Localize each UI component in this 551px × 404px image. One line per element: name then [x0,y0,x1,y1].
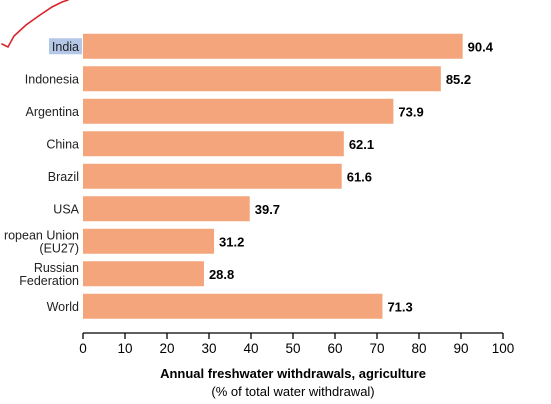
red-annotation-mark [1,0,69,49]
bar [83,163,342,189]
bar [83,33,463,59]
x-tick-label: 90 [453,341,468,356]
category-label: China [46,137,79,151]
data-label: 31.2 [219,234,244,249]
x-axis-subtitle: (% of total water withdrawal) [211,384,375,399]
data-label: 62.1 [349,137,374,152]
category-label: ropean Union [4,228,79,242]
category-label: Russian [34,261,79,275]
x-tick-label: 50 [285,341,300,356]
category-label: India [52,40,79,54]
category-label: Indonesia [25,72,79,86]
data-label: 61.6 [347,169,372,184]
x-tick-label: 80 [411,341,426,356]
bar [83,261,204,287]
data-label: 28.8 [209,267,234,282]
category-label: Federation [19,274,79,288]
bar [83,228,215,254]
category-label: USA [53,202,79,216]
x-tick-label: 0 [79,341,87,356]
category-label: Brazil [48,170,79,184]
bars-layer: India 90.4 Indonesia 85.2 Argentina 73.9 China… [4,33,494,319]
category-highlight [49,38,82,55]
bar [83,196,250,222]
x-tick-label: 20 [159,341,174,356]
data-label: 90.4 [468,39,494,54]
data-label: 85.2 [446,72,471,87]
category-label: (EU27) [39,241,79,255]
x-tick-label: 70 [369,341,384,356]
x-tick-label: 40 [243,341,258,356]
bar [83,131,344,157]
x-tick-label: 10 [117,341,132,356]
x-axis-title: Annual freshwater withdrawals, agricultu… [160,366,426,381]
x-tick-label: 60 [327,341,342,356]
bar [83,98,394,124]
bar [83,66,441,92]
category-label: World [47,300,79,314]
category-label: Argentina [25,105,79,119]
x-tick-label: 100 [492,341,515,356]
x-tick-label: 30 [201,341,216,356]
x-axis: 0 10 20 30 40 50 60 70 80 90 100 [79,332,515,356]
data-label: 71.3 [387,299,412,314]
data-label: 39.7 [255,202,280,217]
bar [83,293,383,319]
data-label: 73.9 [398,104,423,119]
